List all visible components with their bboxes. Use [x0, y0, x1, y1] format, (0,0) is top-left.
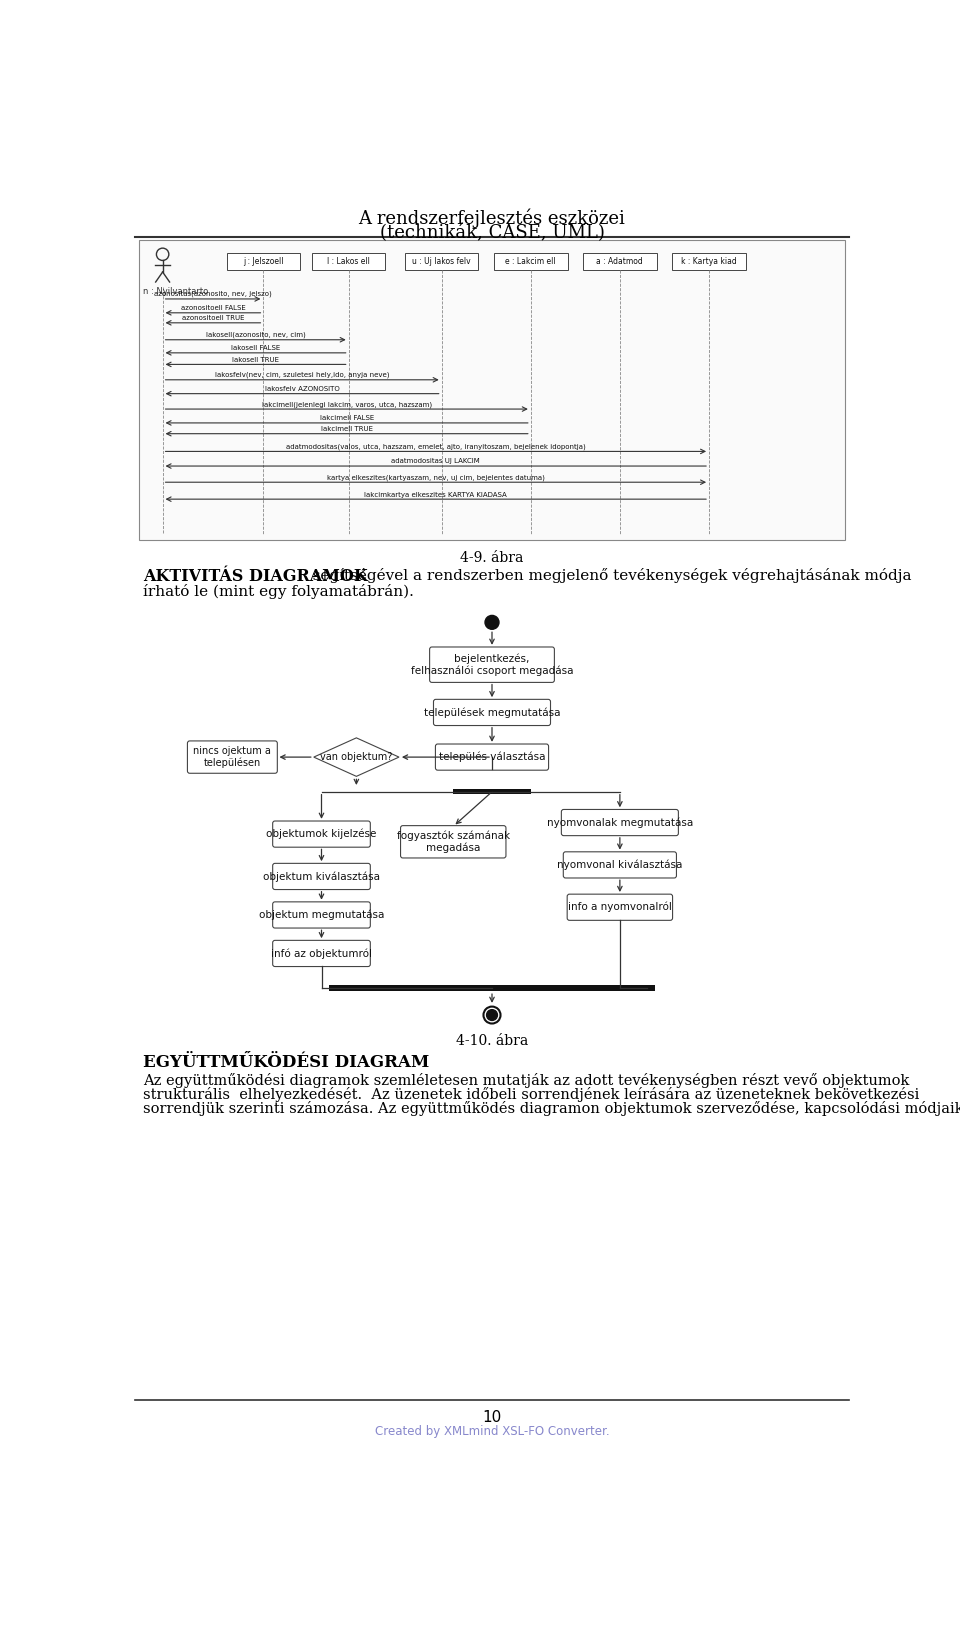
Text: nincs ojektum a
településen: nincs ojektum a településen — [193, 746, 272, 769]
Text: k : Kartya kiad: k : Kartya kiad — [682, 257, 737, 266]
Text: A rendszerfejlesztés eszközei: A rendszerfejlesztés eszközei — [359, 210, 625, 229]
Text: info a nyomvonalról: info a nyomvonalról — [568, 902, 672, 913]
Text: Az együttműködési diagramok szemléletesen mutatják az adott tevékenységben részt: Az együttműködési diagramok szemléletese… — [143, 1072, 910, 1087]
Bar — [329, 985, 655, 991]
Text: u : Uj lakos felv: u : Uj lakos felv — [412, 257, 471, 266]
Text: AKTIVITÁS DIAGRAMOK: AKTIVITÁS DIAGRAMOK — [143, 569, 368, 585]
Text: település választása: település választása — [439, 752, 545, 762]
Text: lakosfelv(nev, cim, szuletesi hely,ido, anyja neve): lakosfelv(nev, cim, szuletesi hely,ido, … — [215, 372, 390, 379]
Bar — [453, 790, 531, 795]
Bar — [227, 254, 300, 270]
Text: lakosell(azonosito, nev, cim): lakosell(azonosito, nev, cim) — [205, 332, 305, 338]
Text: objektumok kijelzése: objektumok kijelzése — [266, 829, 376, 840]
FancyBboxPatch shape — [273, 863, 371, 889]
Text: lakcimell TRUE: lakcimell TRUE — [321, 426, 372, 432]
Bar — [312, 254, 385, 270]
Text: azonositas(azonosito, nev, jelszo): azonositas(azonosito, nev, jelszo) — [155, 291, 272, 297]
FancyBboxPatch shape — [430, 647, 554, 682]
Text: a : Adatmod: a : Adatmod — [596, 257, 643, 266]
Polygon shape — [314, 738, 399, 777]
Circle shape — [485, 616, 499, 629]
Text: (technikák, CASE, UML): (technikák, CASE, UML) — [379, 224, 605, 242]
Text: 4-9. ábra: 4-9. ábra — [460, 551, 524, 565]
Text: van objektum?: van objektum? — [321, 752, 393, 762]
FancyBboxPatch shape — [400, 826, 506, 858]
Text: lakosfelv AZONOSITO: lakosfelv AZONOSITO — [265, 387, 340, 392]
Text: objektum kiválasztása: objektum kiválasztása — [263, 871, 380, 882]
Text: adatmodositas UJ LAKCIM: adatmodositas UJ LAKCIM — [392, 458, 480, 465]
Text: lakosell TRUE: lakosell TRUE — [232, 358, 279, 362]
Text: n : Nyilvantarto: n : Nyilvantarto — [143, 288, 208, 296]
Bar — [672, 254, 746, 270]
FancyBboxPatch shape — [434, 699, 550, 725]
FancyBboxPatch shape — [273, 902, 371, 928]
Text: fogyasztók számának
megadása: fogyasztók számának megadása — [396, 830, 510, 853]
Text: adatmodositas(valos, utca, hazszam, emelet, ajto, iranyitoszam, bejelenek idopon: adatmodositas(valos, utca, hazszam, emel… — [286, 444, 586, 450]
Text: l : Lakos ell: l : Lakos ell — [327, 257, 370, 266]
Text: infó az objektumról: infó az objektumról — [271, 949, 372, 959]
Bar — [583, 254, 657, 270]
Text: sorrendjük szerinti számozása. Az együttműködés diagramon objektumok szerveződés: sorrendjük szerinti számozása. Az együtt… — [143, 1100, 960, 1115]
Text: azonositoell FALSE: azonositoell FALSE — [180, 306, 246, 312]
Text: 4-10. ábra: 4-10. ábra — [456, 1034, 528, 1048]
Text: nyomvonalak megmutatása: nyomvonalak megmutatása — [547, 817, 693, 827]
Circle shape — [487, 1009, 497, 1020]
FancyBboxPatch shape — [273, 941, 371, 967]
Text: e : Lakcim ell: e : Lakcim ell — [505, 257, 556, 266]
FancyBboxPatch shape — [567, 894, 673, 920]
Text: Created by XMLmind XSL-FO Converter.: Created by XMLmind XSL-FO Converter. — [374, 1425, 610, 1438]
Text: kartya elkeszites(kartyaszam, nev, uj cim, bejelentes datuma): kartya elkeszites(kartyaszam, nev, uj ci… — [326, 474, 544, 481]
FancyBboxPatch shape — [187, 741, 277, 773]
FancyBboxPatch shape — [562, 809, 679, 835]
Text: objektum megmutatása: objektum megmutatása — [259, 910, 384, 920]
FancyBboxPatch shape — [564, 852, 677, 878]
Text: bejelentkezés,
felhasználói csoport megadása: bejelentkezés, felhasználói csoport mega… — [411, 653, 573, 676]
Text: EGYÜTTMŰKÖDÉSI DIAGRAM: EGYÜTTMŰKÖDÉSI DIAGRAM — [143, 1053, 429, 1071]
Bar — [139, 239, 845, 540]
Text: segítségével a rendszerben megjelenő tevékenységek végrehajtásának módja: segítségével a rendszerben megjelenő tev… — [299, 569, 912, 583]
Bar — [494, 254, 567, 270]
Text: írható le (mint egy folyamatábrán).: írható le (mint egy folyamatábrán). — [143, 583, 414, 600]
Text: strukturális  elhelyezkedését.  Az üzenetek időbeli sorrendjének leírására az üz: strukturális elhelyezkedését. Az üzenete… — [143, 1087, 920, 1102]
Text: települések megmutatása: települések megmutatása — [423, 707, 561, 718]
FancyBboxPatch shape — [273, 821, 371, 847]
Text: j : Jelszoell: j : Jelszoell — [243, 257, 283, 266]
Text: lakcimell(jelenlegi lakcim, varos, utca, hazszam): lakcimell(jelenlegi lakcim, varos, utca,… — [262, 401, 432, 408]
Text: 10: 10 — [482, 1410, 502, 1425]
Bar — [405, 254, 478, 270]
FancyBboxPatch shape — [436, 744, 548, 770]
Text: lakcimkartya elkeszites KARTYA KIADASA: lakcimkartya elkeszites KARTYA KIADASA — [365, 492, 507, 497]
Text: lakosell FALSE: lakosell FALSE — [231, 344, 280, 351]
Text: lakcimell FALSE: lakcimell FALSE — [320, 416, 373, 421]
Text: nyomvonal kiválasztása: nyomvonal kiválasztása — [557, 860, 683, 869]
Text: azonositoell TRUE: azonositoell TRUE — [181, 315, 244, 322]
